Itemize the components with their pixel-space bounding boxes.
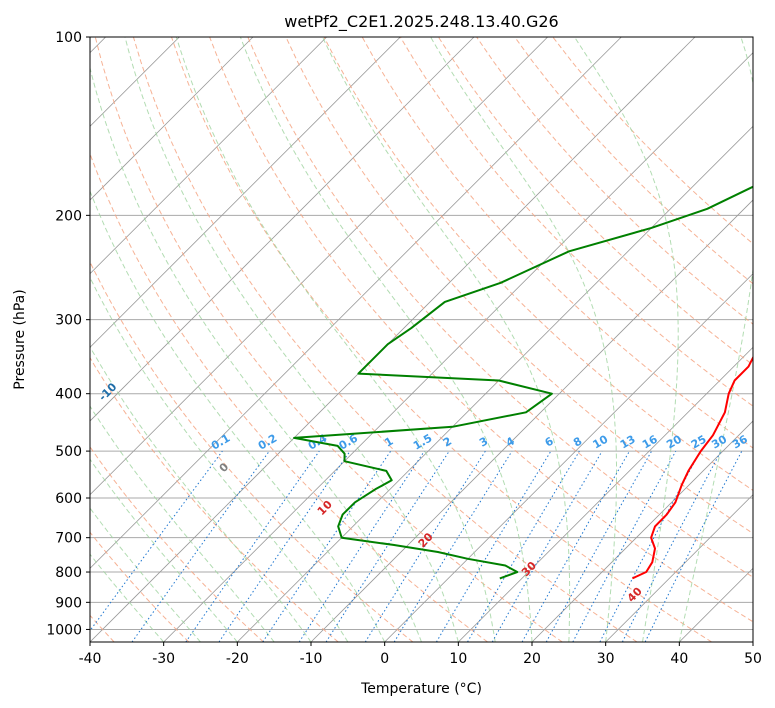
dry-adiabat-line bbox=[90, 446, 264, 642]
y-tick-label: 700 bbox=[55, 531, 82, 547]
sounding-profiles bbox=[293, 185, 753, 580]
x-tick-label: 10 bbox=[449, 651, 467, 667]
y-tick-label: 800 bbox=[55, 565, 82, 581]
moist-adiabat-line bbox=[90, 405, 275, 642]
dry-adiabat-line bbox=[285, 37, 753, 535]
moist-adiabat-line bbox=[90, 189, 386, 642]
isotherm-line bbox=[90, 37, 548, 496]
moist-adiabat-line bbox=[90, 345, 312, 642]
dry-adiabat-line bbox=[209, 37, 753, 623]
moist-adiabat-line bbox=[175, 37, 496, 642]
isotherm-line bbox=[90, 37, 401, 348]
moist-adiabat-line bbox=[574, 37, 679, 642]
isotherm-line bbox=[163, 52, 753, 642]
moist-adiabat-line bbox=[124, 37, 459, 642]
moist-adiabat-line bbox=[322, 37, 571, 642]
mixing-ratio-line bbox=[572, 450, 677, 642]
y-tick-label: 200 bbox=[55, 208, 82, 224]
moist-adiabat-line bbox=[239, 37, 533, 642]
isotherm-line bbox=[237, 125, 753, 642]
y-axis-label: Pressure (hPa) bbox=[12, 289, 28, 389]
isotherm-line bbox=[90, 37, 475, 422]
isotherm-line bbox=[605, 494, 753, 642]
mixing-ratio-line bbox=[262, 450, 392, 642]
dewpoint-profile bbox=[293, 185, 753, 580]
mixing-ratio-line bbox=[521, 450, 630, 642]
y-axis-ticks: 100 200 300 400 500 600 700 800 900 1000 bbox=[46, 30, 90, 638]
isotherm-line bbox=[90, 37, 327, 275]
isotherm-line bbox=[458, 346, 753, 642]
isotherm-line bbox=[90, 37, 622, 569]
y-tick-label: 600 bbox=[55, 491, 82, 507]
mixing-ratio-line bbox=[185, 450, 320, 642]
mixing-ratio-line bbox=[545, 450, 653, 642]
moist-adiabat-lines bbox=[90, 37, 753, 642]
moist-adiabat-line bbox=[90, 458, 238, 642]
isotherm-line bbox=[90, 37, 254, 201]
temperature-profile bbox=[631, 355, 753, 580]
mixing-ratio-lines bbox=[90, 450, 743, 642]
x-tick-label: -30 bbox=[152, 651, 175, 667]
x-axis-ticks: -40 -30 -20 -10 0 10 20 30 40 50 bbox=[79, 642, 762, 667]
moist-adiabat-line bbox=[90, 276, 349, 642]
dry-adiabat-line bbox=[437, 37, 753, 366]
moist-adiabat-line bbox=[90, 65, 422, 642]
mixing-ratio-line bbox=[644, 450, 743, 642]
dry-adiabat-line bbox=[399, 37, 753, 407]
dry-adiabat-line bbox=[90, 260, 414, 642]
mixing-ratio-line bbox=[131, 450, 270, 642]
mixing-ratio-line bbox=[325, 450, 450, 642]
plot-frame bbox=[89, 36, 754, 643]
moist-adiabat-line bbox=[678, 37, 753, 642]
y-tick-label: 300 bbox=[55, 313, 82, 329]
x-tick-label: -40 bbox=[79, 651, 102, 667]
dry-adiabat-line bbox=[90, 531, 190, 642]
mixing-ratio-line bbox=[393, 450, 513, 642]
dry-adiabat-line bbox=[132, 37, 638, 642]
x-tick-label: 0 bbox=[380, 651, 389, 667]
dry-adiabat-line bbox=[94, 37, 563, 642]
x-tick-label: -20 bbox=[226, 651, 249, 667]
mixing-ratio-line bbox=[298, 450, 425, 642]
mixing-ratio-line bbox=[90, 450, 223, 632]
x-axis-label: Temperature (°C) bbox=[360, 681, 482, 697]
mixing-ratio-line bbox=[218, 450, 351, 642]
y-tick-label: 1000 bbox=[46, 622, 82, 638]
y-tick-label: 900 bbox=[55, 595, 82, 611]
y-tick-label: 500 bbox=[55, 444, 82, 460]
plot-area: -100-90-80-70-60-50-40-30-20-10010203040… bbox=[90, 37, 753, 642]
isotherm-line bbox=[531, 420, 753, 642]
dry-adiabat-line bbox=[90, 152, 488, 642]
y-tick-label: 100 bbox=[55, 30, 82, 46]
dry-adiabat-lines bbox=[90, 37, 753, 642]
x-tick-label: 50 bbox=[744, 651, 762, 667]
y-tick-label: 400 bbox=[55, 387, 82, 403]
dry-adiabat-line bbox=[514, 37, 753, 285]
dry-adiabat-line bbox=[247, 37, 753, 578]
x-tick-label: -10 bbox=[300, 651, 323, 667]
dry-adiabat-line bbox=[171, 37, 712, 642]
dry-adiabat-line bbox=[361, 37, 753, 449]
moist-adiabat-line bbox=[430, 37, 617, 642]
chart-title: wetPf2_C2E1.2025.248.13.40.G26 bbox=[284, 12, 558, 32]
dry-adiabat-line bbox=[323, 37, 753, 491]
x-tick-label: 30 bbox=[597, 651, 615, 667]
x-tick-label: 20 bbox=[523, 651, 541, 667]
isotherm-line bbox=[384, 273, 753, 642]
dry-adiabat-line bbox=[90, 356, 339, 642]
x-tick-label: 40 bbox=[670, 651, 688, 667]
